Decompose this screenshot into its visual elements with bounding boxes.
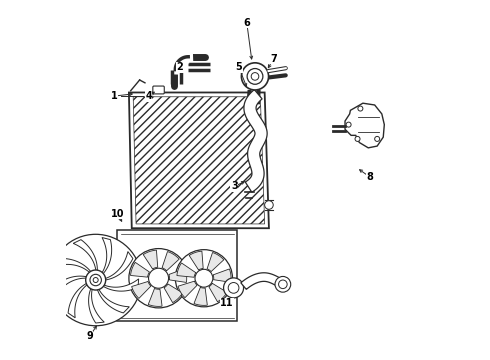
Text: 5: 5	[236, 63, 242, 72]
Polygon shape	[133, 97, 265, 224]
Circle shape	[275, 276, 291, 292]
Circle shape	[86, 270, 106, 290]
Circle shape	[358, 106, 363, 111]
Polygon shape	[209, 283, 227, 302]
Text: 10: 10	[111, 208, 124, 219]
Polygon shape	[143, 250, 158, 269]
Polygon shape	[103, 252, 133, 280]
Polygon shape	[73, 240, 98, 272]
Polygon shape	[129, 93, 269, 228]
Polygon shape	[132, 282, 151, 298]
Polygon shape	[97, 288, 129, 313]
Circle shape	[375, 136, 380, 141]
Circle shape	[223, 278, 244, 298]
Text: 8: 8	[367, 172, 373, 182]
Polygon shape	[194, 287, 207, 305]
Bar	[117, 230, 237, 321]
Text: 1: 1	[111, 91, 118, 101]
Polygon shape	[241, 273, 281, 289]
Polygon shape	[55, 258, 92, 274]
Polygon shape	[89, 287, 104, 323]
Circle shape	[50, 234, 142, 326]
Polygon shape	[101, 279, 139, 291]
Text: 7: 7	[270, 54, 277, 64]
Polygon shape	[244, 90, 267, 192]
Circle shape	[247, 68, 263, 84]
Polygon shape	[207, 252, 224, 271]
Text: 3: 3	[231, 181, 238, 192]
Circle shape	[195, 269, 213, 287]
Polygon shape	[130, 262, 149, 277]
Polygon shape	[189, 251, 203, 270]
Circle shape	[90, 274, 101, 286]
Text: 11: 11	[220, 298, 234, 308]
Circle shape	[129, 249, 188, 308]
Circle shape	[355, 136, 360, 141]
Polygon shape	[68, 283, 89, 318]
Circle shape	[265, 201, 273, 209]
Polygon shape	[345, 103, 384, 148]
Polygon shape	[101, 238, 112, 275]
Polygon shape	[164, 284, 183, 303]
Circle shape	[175, 249, 232, 307]
Text: 6: 6	[244, 18, 250, 28]
Polygon shape	[177, 263, 196, 277]
Circle shape	[148, 268, 169, 288]
Circle shape	[346, 122, 351, 127]
Circle shape	[242, 63, 269, 90]
Polygon shape	[53, 276, 88, 296]
Text: 9: 9	[86, 332, 93, 342]
Circle shape	[228, 283, 239, 293]
Circle shape	[279, 280, 287, 289]
FancyBboxPatch shape	[153, 86, 164, 94]
Polygon shape	[148, 288, 162, 306]
Text: 4: 4	[145, 91, 152, 101]
Polygon shape	[213, 269, 231, 282]
Polygon shape	[162, 252, 179, 271]
Text: 2: 2	[176, 63, 183, 72]
Circle shape	[93, 278, 98, 283]
Polygon shape	[178, 281, 197, 298]
Polygon shape	[169, 269, 187, 283]
Circle shape	[251, 73, 259, 80]
